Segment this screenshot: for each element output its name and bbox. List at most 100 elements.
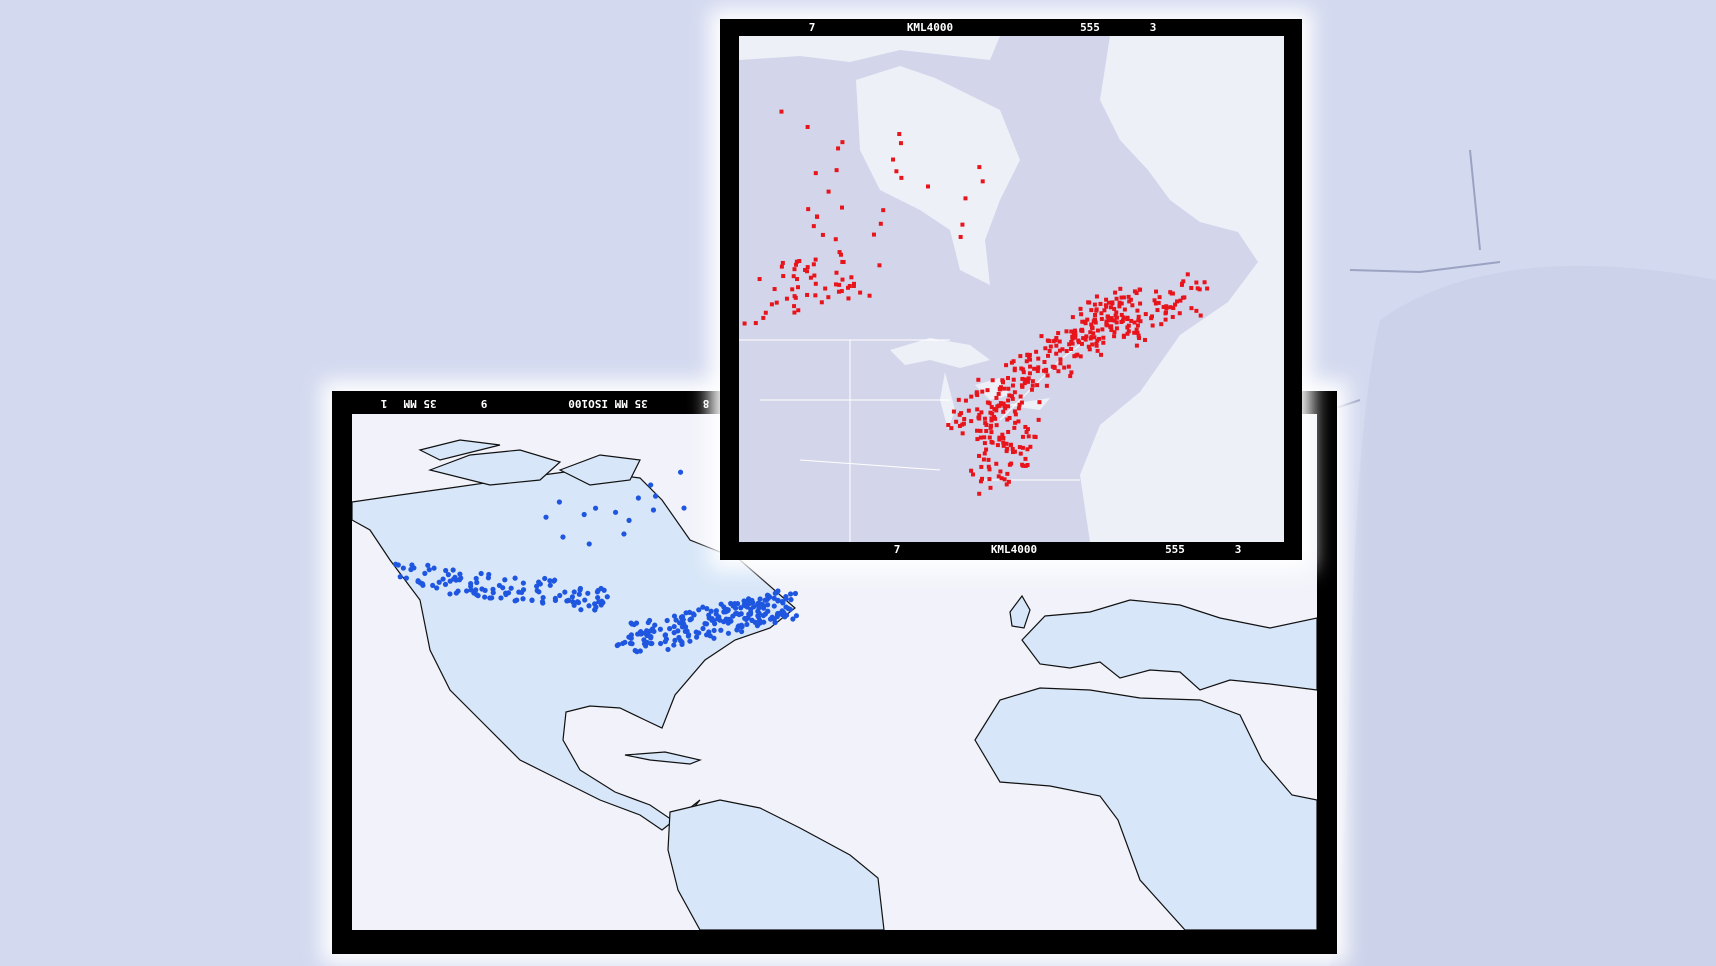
site-dot — [739, 628, 745, 635]
site-square — [1017, 445, 1022, 450]
site-dot — [595, 594, 601, 601]
site-square — [1117, 300, 1122, 305]
site-square — [987, 467, 992, 472]
site-dot — [733, 610, 739, 617]
site-square — [1013, 412, 1018, 417]
site-square — [1080, 319, 1085, 324]
site-square — [838, 252, 843, 257]
site-square — [1004, 482, 1009, 487]
site-square — [1164, 306, 1169, 311]
site-dot — [665, 646, 671, 653]
site-square — [1003, 406, 1008, 411]
site-square — [1125, 331, 1130, 336]
site-square — [1122, 307, 1127, 312]
site-square — [1143, 312, 1148, 317]
site-dot — [403, 575, 410, 581]
site-square — [1164, 310, 1169, 315]
site-square — [899, 175, 904, 180]
site-square — [805, 292, 810, 297]
site-dot — [711, 635, 717, 641]
site-square — [1012, 366, 1017, 371]
site-square — [1130, 303, 1135, 308]
site-square — [963, 398, 968, 403]
site-square — [826, 295, 831, 300]
site-square — [795, 285, 800, 290]
site-square — [986, 457, 991, 462]
site-square — [834, 270, 839, 275]
frame-label: 8 — [703, 397, 710, 410]
site-square — [796, 308, 801, 313]
site-dot — [514, 597, 520, 603]
site-square — [988, 423, 993, 428]
site-square — [803, 267, 808, 272]
site-square — [851, 283, 856, 288]
site-square — [1056, 331, 1061, 336]
site-dot — [431, 565, 437, 571]
site-square — [980, 389, 985, 394]
site-square — [1114, 320, 1119, 325]
site-dot — [395, 562, 401, 568]
site-square — [984, 422, 989, 427]
site-square — [1197, 287, 1202, 292]
site-square — [994, 461, 999, 466]
site-dot — [685, 633, 691, 639]
site-square — [979, 410, 984, 415]
site-dot — [621, 531, 627, 537]
site-dot — [743, 616, 750, 622]
site-square — [1088, 336, 1093, 341]
site-square — [763, 310, 768, 315]
site-square — [997, 435, 1002, 440]
site-dot — [725, 630, 732, 636]
site-square — [1001, 409, 1006, 414]
site-dot — [741, 602, 747, 608]
site-dot — [757, 596, 763, 602]
site-dot — [702, 621, 708, 627]
site-square — [1168, 305, 1173, 310]
site-square — [1129, 318, 1134, 323]
site-dot — [536, 589, 542, 595]
site-dot — [694, 634, 700, 640]
site-square — [1132, 289, 1137, 294]
site-square — [1028, 357, 1033, 362]
site-dot — [667, 626, 673, 632]
site-square — [1006, 398, 1011, 403]
site-square — [769, 302, 774, 307]
site-dot — [671, 642, 677, 648]
site-dot — [644, 639, 650, 646]
site-dot — [765, 608, 771, 614]
site-square — [813, 171, 818, 176]
site-dot — [582, 597, 588, 603]
site-square — [1132, 330, 1137, 335]
site-square — [1114, 310, 1119, 315]
site-dot — [577, 587, 583, 593]
frame-label: 555 — [1165, 543, 1185, 556]
site-square — [1023, 463, 1028, 468]
site-square — [1006, 479, 1011, 484]
site-square — [840, 140, 845, 145]
site-square — [1109, 324, 1114, 329]
site-dot — [677, 469, 684, 475]
site-square — [1006, 404, 1011, 409]
site-square — [1114, 326, 1119, 331]
site-square — [1152, 298, 1157, 303]
site-square — [1202, 280, 1207, 285]
site-square — [1092, 312, 1097, 317]
site-square — [1068, 374, 1073, 379]
site-square — [841, 260, 846, 265]
site-square — [1073, 335, 1078, 340]
site-square — [1030, 383, 1035, 388]
site-square — [1087, 347, 1092, 352]
site-square — [1114, 315, 1119, 320]
site-square — [1126, 329, 1131, 334]
site-square — [976, 377, 981, 382]
site-square — [1058, 361, 1063, 366]
site-dot — [765, 593, 772, 599]
site-square — [1025, 447, 1030, 452]
site-square — [1157, 295, 1162, 300]
site-square — [1099, 352, 1104, 357]
site-square — [999, 476, 1004, 481]
site-square — [1170, 314, 1175, 319]
frame-label: 35 MM ISO100 — [568, 397, 647, 410]
site-dot — [772, 619, 778, 626]
site-dot — [442, 581, 449, 587]
